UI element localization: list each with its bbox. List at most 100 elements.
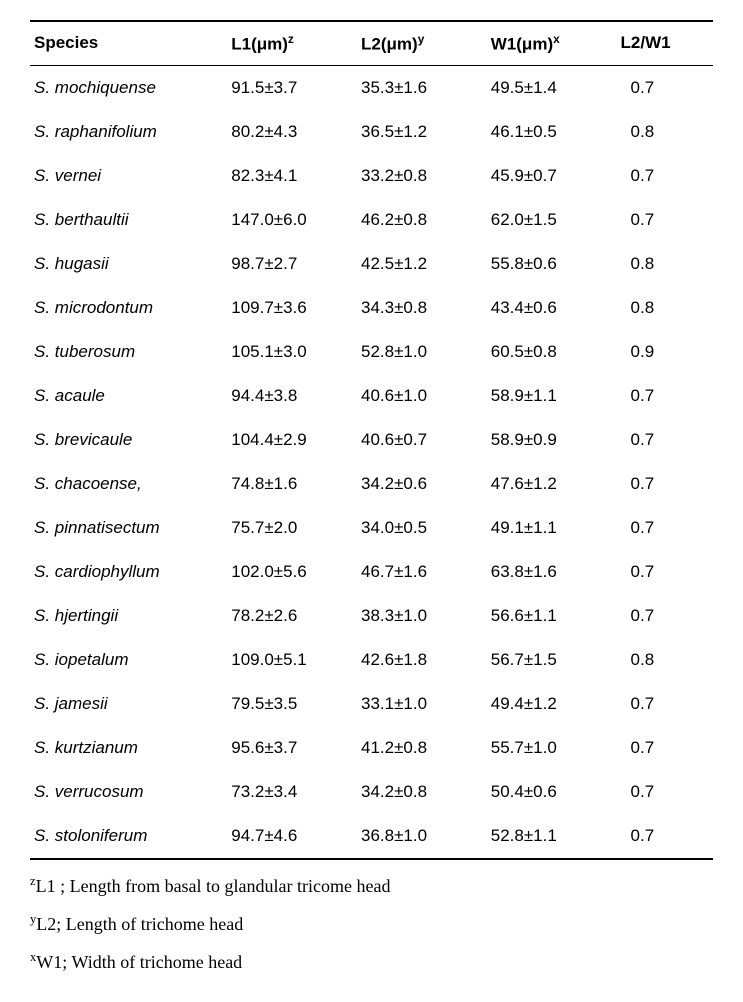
- cell-l2: 46.2±0.8: [351, 198, 481, 242]
- cell-species: S. raphanifolium: [30, 110, 221, 154]
- cell-ratio: 0.7: [611, 682, 713, 726]
- cell-l2: 46.7±1.6: [351, 550, 481, 594]
- cell-species: S. hugasii: [30, 242, 221, 286]
- cell-l2: 42.5±1.2: [351, 242, 481, 286]
- cell-species: S. cardiophyllum: [30, 550, 221, 594]
- cell-ratio: 0.7: [611, 65, 713, 110]
- cell-ratio: 0.8: [611, 638, 713, 682]
- header-row: Species L1(μm)z L2(μm)y W1(μm)x L2/W1: [30, 21, 713, 65]
- footnote-y: yL2; Length of trichome head: [30, 906, 713, 942]
- cell-l1: 105.1±3.0: [221, 330, 351, 374]
- table-row: S. microdontum109.7±3.634.3±0.843.4±0.60…: [30, 286, 713, 330]
- cell-w1: 55.7±1.0: [481, 726, 611, 770]
- cell-ratio: 0.7: [611, 198, 713, 242]
- data-table: Species L1(μm)z L2(μm)y W1(μm)x L2/W1 S.…: [30, 20, 713, 860]
- cell-l1: 94.7±4.6: [221, 814, 351, 859]
- cell-l2: 33.1±1.0: [351, 682, 481, 726]
- cell-l1: 104.4±2.9: [221, 418, 351, 462]
- cell-l1: 73.2±3.4: [221, 770, 351, 814]
- cell-l1: 109.0±5.1: [221, 638, 351, 682]
- cell-l1: 75.7±2.0: [221, 506, 351, 550]
- table-row: S. vernei82.3±4.133.2±0.845.9±0.70.7: [30, 154, 713, 198]
- cell-l1: 98.7±2.7: [221, 242, 351, 286]
- cell-ratio: 0.7: [611, 814, 713, 859]
- cell-ratio: 0.8: [611, 242, 713, 286]
- cell-ratio: 0.7: [611, 550, 713, 594]
- cell-species: S. stoloniferum: [30, 814, 221, 859]
- cell-w1: 47.6±1.2: [481, 462, 611, 506]
- cell-species: S. verrucosum: [30, 770, 221, 814]
- cell-l1: 82.3±4.1: [221, 154, 351, 198]
- cell-w1: 56.6±1.1: [481, 594, 611, 638]
- cell-ratio: 0.7: [611, 462, 713, 506]
- table-row: S. jamesii79.5±3.533.1±1.049.4±1.20.7: [30, 682, 713, 726]
- table-row: S. chacoense,74.8±1.634.2±0.647.6±1.20.7: [30, 462, 713, 506]
- header-w1: W1(μm)x: [481, 21, 611, 65]
- cell-ratio: 0.9: [611, 330, 713, 374]
- cell-ratio: 0.7: [611, 506, 713, 550]
- cell-l1: 147.0±6.0: [221, 198, 351, 242]
- header-ratio: L2/W1: [611, 21, 713, 65]
- cell-l1: 79.5±3.5: [221, 682, 351, 726]
- cell-l2: 34.2±0.8: [351, 770, 481, 814]
- cell-species: S. hjertingii: [30, 594, 221, 638]
- cell-w1: 49.4±1.2: [481, 682, 611, 726]
- cell-species: S. iopetalum: [30, 638, 221, 682]
- cell-w1: 50.4±0.6: [481, 770, 611, 814]
- header-species: Species: [30, 21, 221, 65]
- cell-l2: 35.3±1.6: [351, 65, 481, 110]
- cell-w1: 62.0±1.5: [481, 198, 611, 242]
- cell-l2: 34.3±0.8: [351, 286, 481, 330]
- cell-w1: 52.8±1.1: [481, 814, 611, 859]
- cell-l1: 94.4±3.8: [221, 374, 351, 418]
- header-l1: L1(μm)z: [221, 21, 351, 65]
- cell-ratio: 0.8: [611, 110, 713, 154]
- header-l2: L2(μm)y: [351, 21, 481, 65]
- table-row: S. kurtzianum95.6±3.741.2±0.855.7±1.00.7: [30, 726, 713, 770]
- cell-w1: 45.9±0.7: [481, 154, 611, 198]
- footnote-z: zL1 ; Length from basal to glandular tri…: [30, 868, 713, 904]
- cell-species: S. kurtzianum: [30, 726, 221, 770]
- cell-l2: 36.5±1.2: [351, 110, 481, 154]
- footnotes: zL1 ; Length from basal to glandular tri…: [30, 868, 713, 980]
- cell-ratio: 0.7: [611, 770, 713, 814]
- table-row: S. brevicaule104.4±2.940.6±0.758.9±0.90.…: [30, 418, 713, 462]
- cell-l2: 34.0±0.5: [351, 506, 481, 550]
- cell-l1: 91.5±3.7: [221, 65, 351, 110]
- cell-l1: 74.8±1.6: [221, 462, 351, 506]
- cell-l1: 102.0±5.6: [221, 550, 351, 594]
- cell-l1: 78.2±2.6: [221, 594, 351, 638]
- cell-species: S. microdontum: [30, 286, 221, 330]
- table-row: S. acaule94.4±3.840.6±1.058.9±1.10.7: [30, 374, 713, 418]
- cell-w1: 43.4±0.6: [481, 286, 611, 330]
- table-row: S. pinnatisectum75.7±2.034.0±0.549.1±1.1…: [30, 506, 713, 550]
- cell-species: S. acaule: [30, 374, 221, 418]
- cell-w1: 58.9±1.1: [481, 374, 611, 418]
- cell-species: S. mochiquense: [30, 65, 221, 110]
- table-row: S. stoloniferum94.7±4.636.8±1.052.8±1.10…: [30, 814, 713, 859]
- cell-w1: 58.9±0.9: [481, 418, 611, 462]
- cell-l2: 38.3±1.0: [351, 594, 481, 638]
- cell-l1: 95.6±3.7: [221, 726, 351, 770]
- cell-species: S. pinnatisectum: [30, 506, 221, 550]
- cell-w1: 46.1±0.5: [481, 110, 611, 154]
- cell-species: S. brevicaule: [30, 418, 221, 462]
- cell-w1: 60.5±0.8: [481, 330, 611, 374]
- cell-l2: 33.2±0.8: [351, 154, 481, 198]
- table-row: S. hjertingii78.2±2.638.3±1.056.6±1.10.7: [30, 594, 713, 638]
- cell-w1: 63.8±1.6: [481, 550, 611, 594]
- table-row: S. cardiophyllum102.0±5.646.7±1.663.8±1.…: [30, 550, 713, 594]
- cell-ratio: 0.7: [611, 726, 713, 770]
- table-row: S. hugasii98.7±2.742.5±1.255.8±0.60.8: [30, 242, 713, 286]
- cell-ratio: 0.7: [611, 594, 713, 638]
- cell-ratio: 0.7: [611, 154, 713, 198]
- cell-w1: 55.8±0.6: [481, 242, 611, 286]
- cell-l2: 34.2±0.6: [351, 462, 481, 506]
- table-body: S. mochiquense91.5±3.735.3±1.649.5±1.40.…: [30, 65, 713, 859]
- cell-l2: 40.6±1.0: [351, 374, 481, 418]
- cell-l1: 80.2±4.3: [221, 110, 351, 154]
- cell-w1: 49.5±1.4: [481, 65, 611, 110]
- table-row: S. iopetalum109.0±5.142.6±1.856.7±1.50.8: [30, 638, 713, 682]
- cell-l1: 109.7±3.6: [221, 286, 351, 330]
- table-row: S. tuberosum105.1±3.052.8±1.060.5±0.80.9: [30, 330, 713, 374]
